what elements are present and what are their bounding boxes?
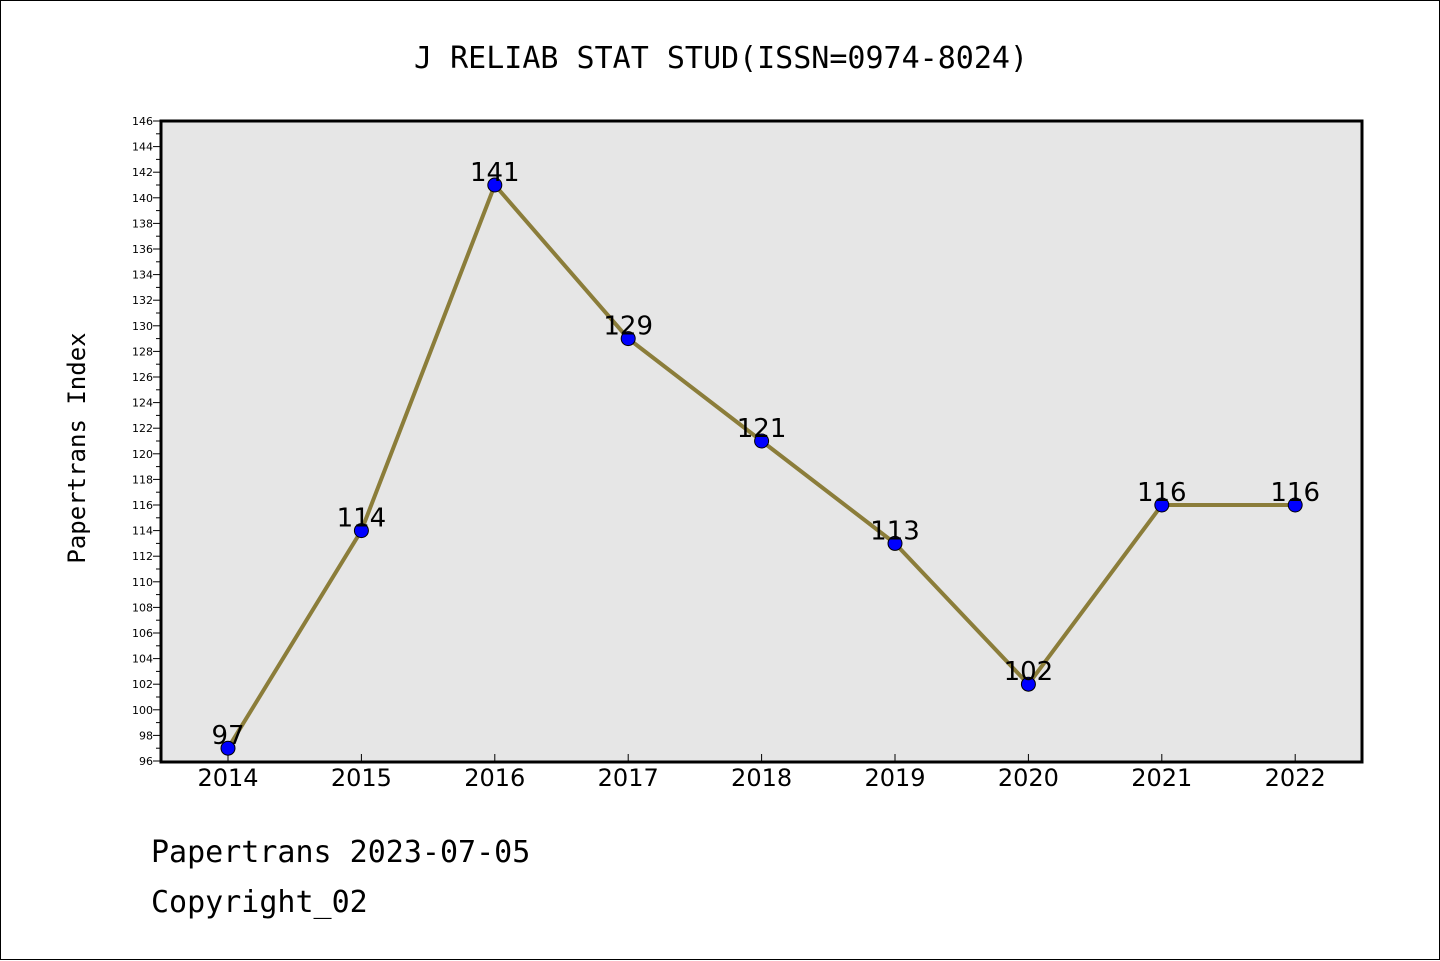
y-tick-label: 136 xyxy=(132,243,153,256)
y-tick-label: 128 xyxy=(132,345,153,358)
data-label: 121 xyxy=(737,414,787,444)
footer-copyright: Copyright_02 xyxy=(151,885,368,920)
data-label-group: 97 114 141 129 121 113 102 116 116 xyxy=(211,158,1320,751)
x-tick-label: 2017 xyxy=(598,764,659,792)
y-tick-label: 110 xyxy=(132,576,153,589)
y-axis-label: Papertrans Index xyxy=(63,332,91,563)
x-tick-label: 2014 xyxy=(197,764,258,792)
data-label: 113 xyxy=(870,516,920,546)
y-tick-label: 122 xyxy=(132,422,153,435)
y-tick-label: 120 xyxy=(132,448,153,461)
x-tick-label: 2018 xyxy=(731,764,792,792)
data-point xyxy=(1154,497,1170,513)
data-point xyxy=(353,523,369,539)
x-tick-label: 2020 xyxy=(998,764,1059,792)
y-tick-label: 112 xyxy=(132,550,153,563)
data-point-group xyxy=(220,177,1303,756)
y-tick-label: 144 xyxy=(132,141,153,154)
x-tick-label: 2019 xyxy=(864,764,925,792)
y-tick-label: 114 xyxy=(132,525,153,538)
data-point xyxy=(887,535,903,551)
x-tick-label: 2021 xyxy=(1131,764,1192,792)
data-label: 141 xyxy=(470,158,520,188)
footer-date: Papertrans 2023-07-05 xyxy=(151,835,531,870)
data-label: 116 xyxy=(1137,478,1187,508)
data-label: 116 xyxy=(1270,478,1320,508)
y-tick-label: 118 xyxy=(132,473,153,486)
data-point xyxy=(754,433,770,449)
y-tick-label: 102 xyxy=(132,678,153,691)
x-tick-label: 2015 xyxy=(331,764,392,792)
y-tick-label: 100 xyxy=(132,704,153,717)
y-tick-label: 132 xyxy=(132,294,153,307)
x-tick-label: 2022 xyxy=(1265,764,1326,792)
y-tick-label: 130 xyxy=(132,320,153,333)
data-label: 102 xyxy=(1004,657,1054,687)
y-tick-label: 142 xyxy=(132,166,153,179)
y-tick-label: 108 xyxy=(132,601,153,614)
data-point xyxy=(1287,497,1303,513)
x-axis-ticks: 2014 2015 2016 2017 2018 2019 2020 2021 2022 xyxy=(197,754,1326,792)
chart-title: J RELIAB STAT STUD(ISSN=0974-8024) xyxy=(414,41,1028,76)
y-tick-label: 106 xyxy=(132,627,153,640)
data-point xyxy=(220,740,236,756)
y-tick-label: 134 xyxy=(132,269,153,282)
y-tick-label: 116 xyxy=(132,499,153,512)
y-tick-label: 124 xyxy=(132,397,153,410)
data-point xyxy=(1020,676,1036,692)
y-tick-label: 126 xyxy=(132,371,153,384)
y-tick-label: 98 xyxy=(139,729,153,742)
data-label: 114 xyxy=(337,504,387,534)
data-label: 97 xyxy=(211,721,244,751)
y-tick-label: 96 xyxy=(139,755,153,768)
data-point xyxy=(487,177,503,193)
data-label: 129 xyxy=(603,312,653,342)
y-tick-label: 146 xyxy=(132,115,153,128)
data-point xyxy=(620,331,636,347)
y-axis-ticks: 96 98 100 102 104 106 108 110 112 114 116 118 120 122… xyxy=(132,115,161,768)
y-tick-label: 138 xyxy=(132,217,153,230)
y-tick-label: 140 xyxy=(132,192,153,205)
x-tick-label: 2016 xyxy=(464,764,525,792)
y-tick-label: 104 xyxy=(132,653,153,666)
